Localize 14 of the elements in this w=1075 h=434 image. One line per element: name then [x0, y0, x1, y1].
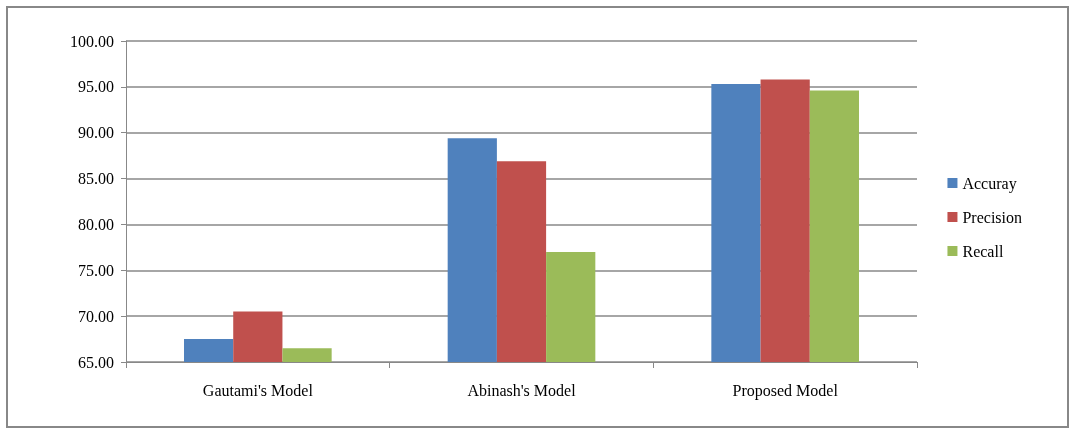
y-tick-label: 85.00 [78, 170, 114, 188]
x-tick-label: Gautami's Model [202, 381, 314, 399]
legend-label: Precision [962, 208, 1022, 226]
y-tick-label: 90.00 [78, 124, 114, 142]
legend-label: Recall [962, 242, 1004, 260]
x-tick-label: Proposed Model [732, 381, 839, 400]
y-tick-label: 80.00 [78, 215, 114, 233]
x-tick-label: Abinash's Model [467, 381, 577, 399]
legend-label: Accuray [962, 174, 1017, 193]
y-tick-label: 100.00 [70, 32, 114, 50]
y-tick-label: 65.00 [78, 353, 114, 371]
y-tick-label: 95.00 [78, 78, 114, 96]
y-tick-label: 75.00 [78, 261, 114, 279]
y-tick-label: 70.00 [78, 307, 114, 325]
